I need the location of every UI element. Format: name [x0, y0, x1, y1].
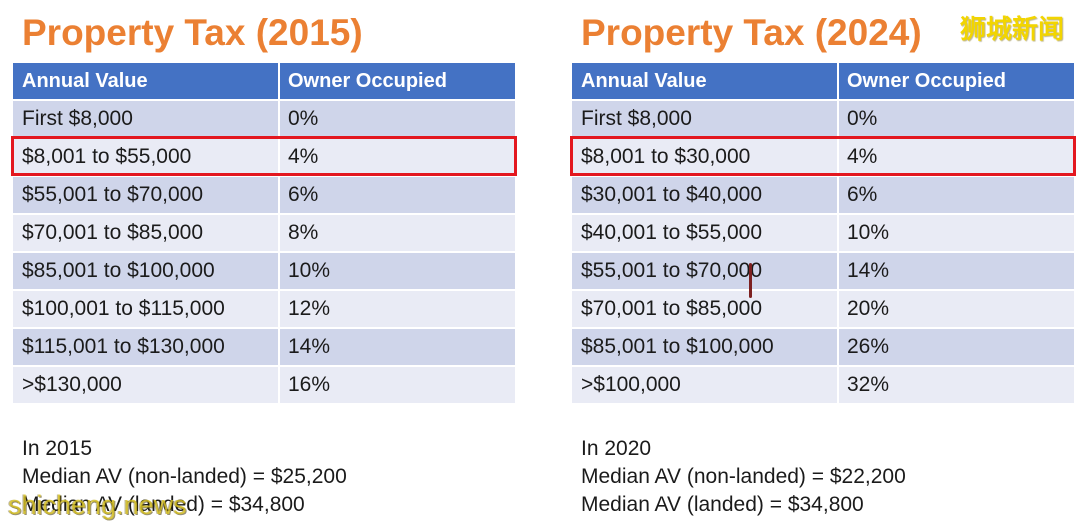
title-property-tax-2024: Property Tax (2024): [581, 12, 922, 53]
note-year: In 2015: [22, 437, 93, 460]
cell-annual-value: First $8,000: [572, 101, 837, 137]
table-header-row: Annual Value Owner Occupied: [572, 63, 1074, 99]
cell-owner-occupied-rate: 14%: [839, 253, 1074, 289]
table-row: >$100,000 32%: [572, 367, 1074, 403]
table-row: $85,001 to $100,000 26%: [572, 329, 1074, 365]
table-row: $85,001 to $100,000 10%: [13, 253, 515, 289]
cell-annual-value: $40,001 to $55,000: [572, 215, 837, 251]
notes-2015: In 2015 Median AV (non-landed) = $25,200…: [22, 435, 347, 519]
cell-owner-occupied-rate: 6%: [280, 177, 515, 213]
cell-owner-occupied-rate: 6%: [839, 177, 1074, 213]
cell-annual-value: $30,001 to $40,000: [572, 177, 837, 213]
table-row: $70,001 to $85,000 20%: [572, 291, 1074, 327]
table-row: $100,001 to $115,000 12%: [13, 291, 515, 327]
highlight-box-2015: [11, 136, 517, 176]
table-row: First $8,000 0%: [13, 101, 515, 137]
table-row: $70,001 to $85,000 8%: [13, 215, 515, 251]
cell-annual-value: $115,001 to $130,000: [13, 329, 278, 365]
table-row: First $8,000 0%: [572, 101, 1074, 137]
notes-2024: In 2020 Median AV (non-landed) = $22,200…: [581, 435, 906, 519]
watermark-site: shicheng.news: [8, 490, 187, 520]
cell-owner-occupied-rate: 8%: [280, 215, 515, 251]
cell-owner-occupied-rate: 32%: [839, 367, 1074, 403]
cell-annual-value: $55,001 to $70,000: [13, 177, 278, 213]
cell-annual-value: $85,001 to $100,000: [13, 253, 278, 289]
cell-owner-occupied-rate: 20%: [839, 291, 1074, 327]
cell-owner-occupied-rate: 0%: [839, 101, 1074, 137]
cell-owner-occupied-rate: 14%: [280, 329, 515, 365]
note-median-non-landed: Median AV (non-landed) = $22,200: [581, 465, 906, 488]
note-year: In 2020: [581, 437, 652, 460]
table-row: $8,001 to $30,000 4%: [572, 139, 1074, 175]
cell-owner-occupied-rate: 12%: [280, 291, 515, 327]
table-row: $40,001 to $55,000 10%: [572, 215, 1074, 251]
table-row: $115,001 to $130,000 14%: [13, 329, 515, 365]
cell-annual-value: $100,001 to $115,000: [13, 291, 278, 327]
note-median-landed: Median AV (landed) = $34,800: [22, 493, 305, 516]
cell-annual-value: $55,001 to $70,000: [572, 253, 837, 289]
header-owner-occupied: Owner Occupied: [280, 63, 515, 99]
header-owner-occupied: Owner Occupied: [839, 63, 1074, 99]
table-row: $8,001 to $55,000 4%: [13, 139, 515, 175]
title-property-tax-2015: Property Tax (2015): [22, 12, 363, 53]
table-header-row: Annual Value Owner Occupied: [13, 63, 515, 99]
property-tax-table-2015: Annual Value Owner Occupied First $8,000…: [13, 63, 515, 403]
header-annual-value: Annual Value: [572, 63, 837, 99]
cell-annual-value: >$100,000: [572, 367, 837, 403]
cell-owner-occupied-rate: 10%: [839, 215, 1074, 251]
table-row: >$130,000 16%: [13, 367, 515, 403]
header-annual-value: Annual Value: [13, 63, 278, 99]
table-row: $55,001 to $70,000 6%: [13, 177, 515, 213]
cell-annual-value: $85,001 to $100,000: [572, 329, 837, 365]
cell-owner-occupied-rate: 4%: [839, 139, 1074, 175]
property-tax-table-2024: Annual Value Owner Occupied First $8,000…: [572, 63, 1074, 403]
note-median-non-landed: Median AV (non-landed) = $25,200: [22, 465, 347, 488]
cell-owner-occupied-rate: 10%: [280, 253, 515, 289]
table-row: $55,001 to $70,000 14%: [572, 253, 1074, 289]
cell-annual-value: >$130,000: [13, 367, 278, 403]
note-median-landed: Median AV (landed) = $34,800: [581, 493, 864, 516]
cell-annual-value: $70,001 to $85,000: [572, 291, 837, 327]
cell-owner-occupied-rate: 0%: [280, 101, 515, 137]
cell-annual-value: First $8,000: [13, 101, 278, 137]
cell-annual-value: $70,001 to $85,000: [13, 215, 278, 251]
cell-annual-value: $8,001 to $55,000: [13, 139, 278, 175]
cell-owner-occupied-rate: 16%: [280, 367, 515, 403]
pen-annotation-mark: [749, 263, 752, 298]
table-row: $30,001 to $40,000 6%: [572, 177, 1074, 213]
watermark-cn-logo: 狮城新闻: [959, 15, 1064, 45]
cell-owner-occupied-rate: 26%: [839, 329, 1074, 365]
cell-owner-occupied-rate: 4%: [280, 139, 515, 175]
highlight-box-2024: [570, 136, 1076, 176]
cell-annual-value: $8,001 to $30,000: [572, 139, 837, 175]
